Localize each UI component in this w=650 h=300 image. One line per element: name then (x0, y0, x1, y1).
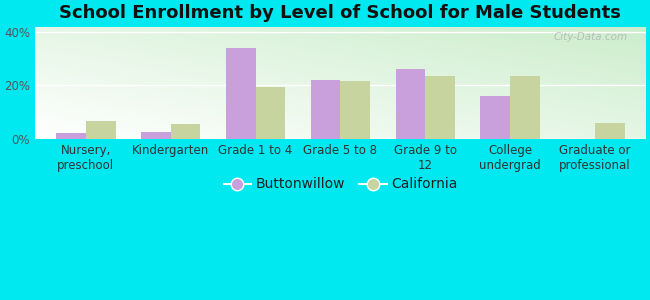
Bar (510, 76, 540, 139)
Bar (595, 123, 625, 139)
Bar (57, 134, 86, 139)
Bar (311, 80, 341, 139)
Bar (86, 122, 116, 139)
Title: School Enrollment by Level of School for Male Students: School Enrollment by Level of School for… (60, 4, 621, 22)
Bar (255, 87, 285, 139)
Bar (341, 81, 370, 139)
Text: City-Data.com: City-Data.com (553, 32, 627, 42)
Bar (171, 124, 200, 139)
Bar (141, 132, 171, 139)
Bar (226, 48, 255, 139)
Legend: Buttonwillow, California: Buttonwillow, California (218, 172, 463, 197)
Bar (480, 96, 510, 139)
Bar (396, 69, 425, 139)
Bar (425, 76, 455, 139)
